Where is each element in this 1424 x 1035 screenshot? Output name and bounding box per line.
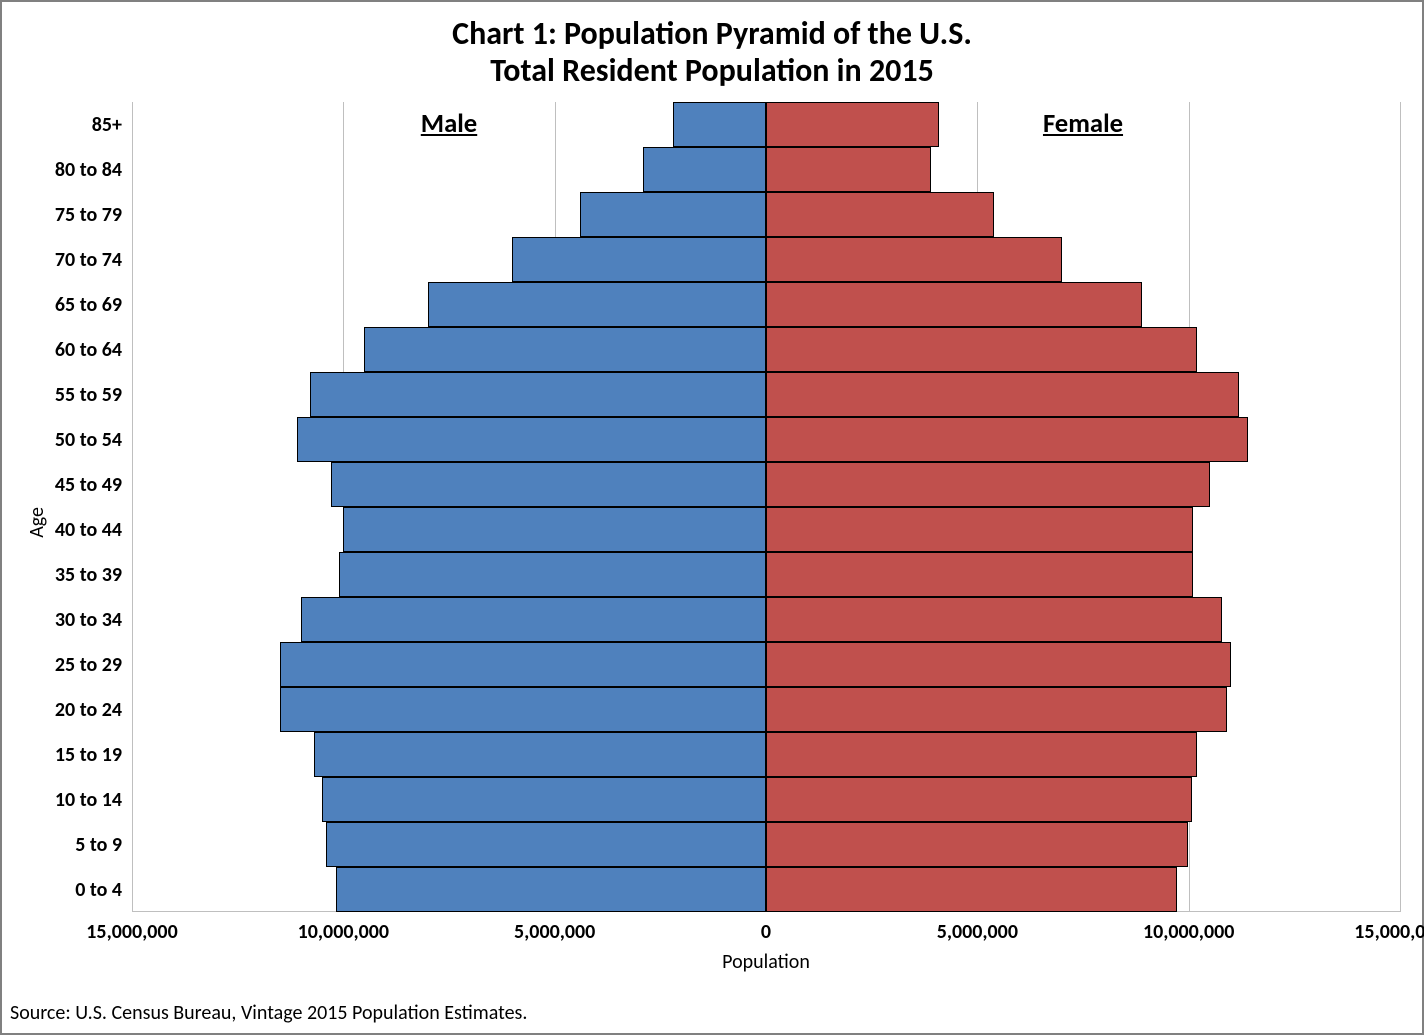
bar-row xyxy=(132,102,1400,147)
bar-female xyxy=(766,867,1177,912)
bar-female xyxy=(766,102,939,147)
bar-row xyxy=(132,507,1400,552)
bar-female xyxy=(766,552,1193,597)
bar-row xyxy=(132,867,1400,912)
y-tick-label: 65 to 69 xyxy=(55,293,132,317)
bar-female xyxy=(766,327,1197,372)
bar-female xyxy=(766,282,1142,327)
bar-row xyxy=(132,372,1400,417)
bar-male xyxy=(280,687,766,732)
y-tick-label: 40 to 44 xyxy=(55,518,132,542)
x-tick-label: 15,000,000 xyxy=(1354,912,1424,944)
bar-male xyxy=(310,372,766,417)
bar-male xyxy=(297,417,766,462)
bar-male xyxy=(336,867,766,912)
bar-row xyxy=(132,147,1400,192)
bar-male xyxy=(364,327,766,372)
bar-male xyxy=(673,102,766,147)
bar-female xyxy=(766,642,1231,687)
bar-male xyxy=(331,462,766,507)
x-tick-label: 10,000,000 xyxy=(1143,912,1234,944)
chart-title-line1: Chart 1: Population Pyramid of the U.S. xyxy=(2,16,1422,53)
bar-female xyxy=(766,192,994,237)
source-note: Source: U.S. Census Bureau, Vintage 2015… xyxy=(10,1001,527,1025)
bar-female xyxy=(766,687,1227,732)
gridline xyxy=(1400,102,1401,912)
x-tick-label: 5,000,000 xyxy=(937,912,1018,944)
y-tick-label: 10 to 14 xyxy=(55,788,132,812)
y-tick-label: 55 to 59 xyxy=(55,383,132,407)
bar-male xyxy=(643,147,766,192)
bar-female xyxy=(766,417,1248,462)
y-tick-label: 0 to 4 xyxy=(75,878,132,902)
bar-male xyxy=(314,732,766,777)
y-tick-label: 85+ xyxy=(92,113,132,137)
bar-row xyxy=(132,552,1400,597)
y-tick-label: 80 to 84 xyxy=(55,158,132,182)
y-tick-label: 25 to 29 xyxy=(55,653,132,677)
bar-female xyxy=(766,147,931,192)
y-axis-title: Age xyxy=(25,507,49,538)
x-tick-label: 5,000,000 xyxy=(514,912,595,944)
bar-male xyxy=(580,192,766,237)
y-tick-label: 15 to 19 xyxy=(55,743,132,767)
bar-row xyxy=(132,237,1400,282)
chart-title-line2: Total Resident Population in 2015 xyxy=(2,53,1422,90)
bar-female xyxy=(766,372,1239,417)
bar-male xyxy=(339,552,766,597)
bar-row xyxy=(132,732,1400,777)
bar-female xyxy=(766,732,1197,777)
series-label-male: Male xyxy=(421,108,477,140)
y-tick-label: 45 to 49 xyxy=(55,473,132,497)
y-tick-label: 75 to 79 xyxy=(55,203,132,227)
bar-female xyxy=(766,237,1062,282)
chart-frame: Chart 1: Population Pyramid of the U.S. … xyxy=(0,0,1424,1035)
bar-row xyxy=(132,462,1400,507)
bar-female xyxy=(766,597,1222,642)
y-tick-label: 20 to 24 xyxy=(55,698,132,722)
bar-female xyxy=(766,822,1188,867)
bar-male xyxy=(322,777,766,822)
y-tick-label: 60 to 64 xyxy=(55,338,132,362)
x-axis-title: Population xyxy=(722,950,810,974)
bar-male xyxy=(326,822,766,867)
bar-row xyxy=(132,282,1400,327)
x-tick-label: 10,000,000 xyxy=(298,912,389,944)
y-tick-label: 50 to 54 xyxy=(55,428,132,452)
bar-male xyxy=(301,597,766,642)
x-tick-label: 0 xyxy=(761,912,771,944)
plot-wrap: 15,000,00010,000,0005,000,00005,000,0001… xyxy=(132,102,1400,912)
bar-row xyxy=(132,687,1400,732)
chart-title: Chart 1: Population Pyramid of the U.S. … xyxy=(2,2,1422,90)
bar-row xyxy=(132,597,1400,642)
bar-male xyxy=(280,642,766,687)
bar-male xyxy=(512,237,766,282)
plot-area: 15,000,00010,000,0005,000,00005,000,0001… xyxy=(132,102,1400,912)
y-tick-label: 35 to 39 xyxy=(55,563,132,587)
bar-female xyxy=(766,777,1192,822)
bar-male xyxy=(343,507,766,552)
x-tick-label: 15,000,000 xyxy=(86,912,177,944)
bar-row xyxy=(132,777,1400,822)
bar-row xyxy=(132,327,1400,372)
bar-row xyxy=(132,822,1400,867)
bar-female xyxy=(766,507,1193,552)
bar-female xyxy=(766,462,1210,507)
bar-row xyxy=(132,192,1400,237)
y-tick-label: 5 to 9 xyxy=(75,833,132,857)
bar-row xyxy=(132,642,1400,687)
series-label-female: Female xyxy=(1043,108,1123,140)
bar-row xyxy=(132,417,1400,462)
y-tick-label: 30 to 34 xyxy=(55,608,132,632)
bar-male xyxy=(428,282,766,327)
y-tick-label: 70 to 74 xyxy=(55,248,132,272)
